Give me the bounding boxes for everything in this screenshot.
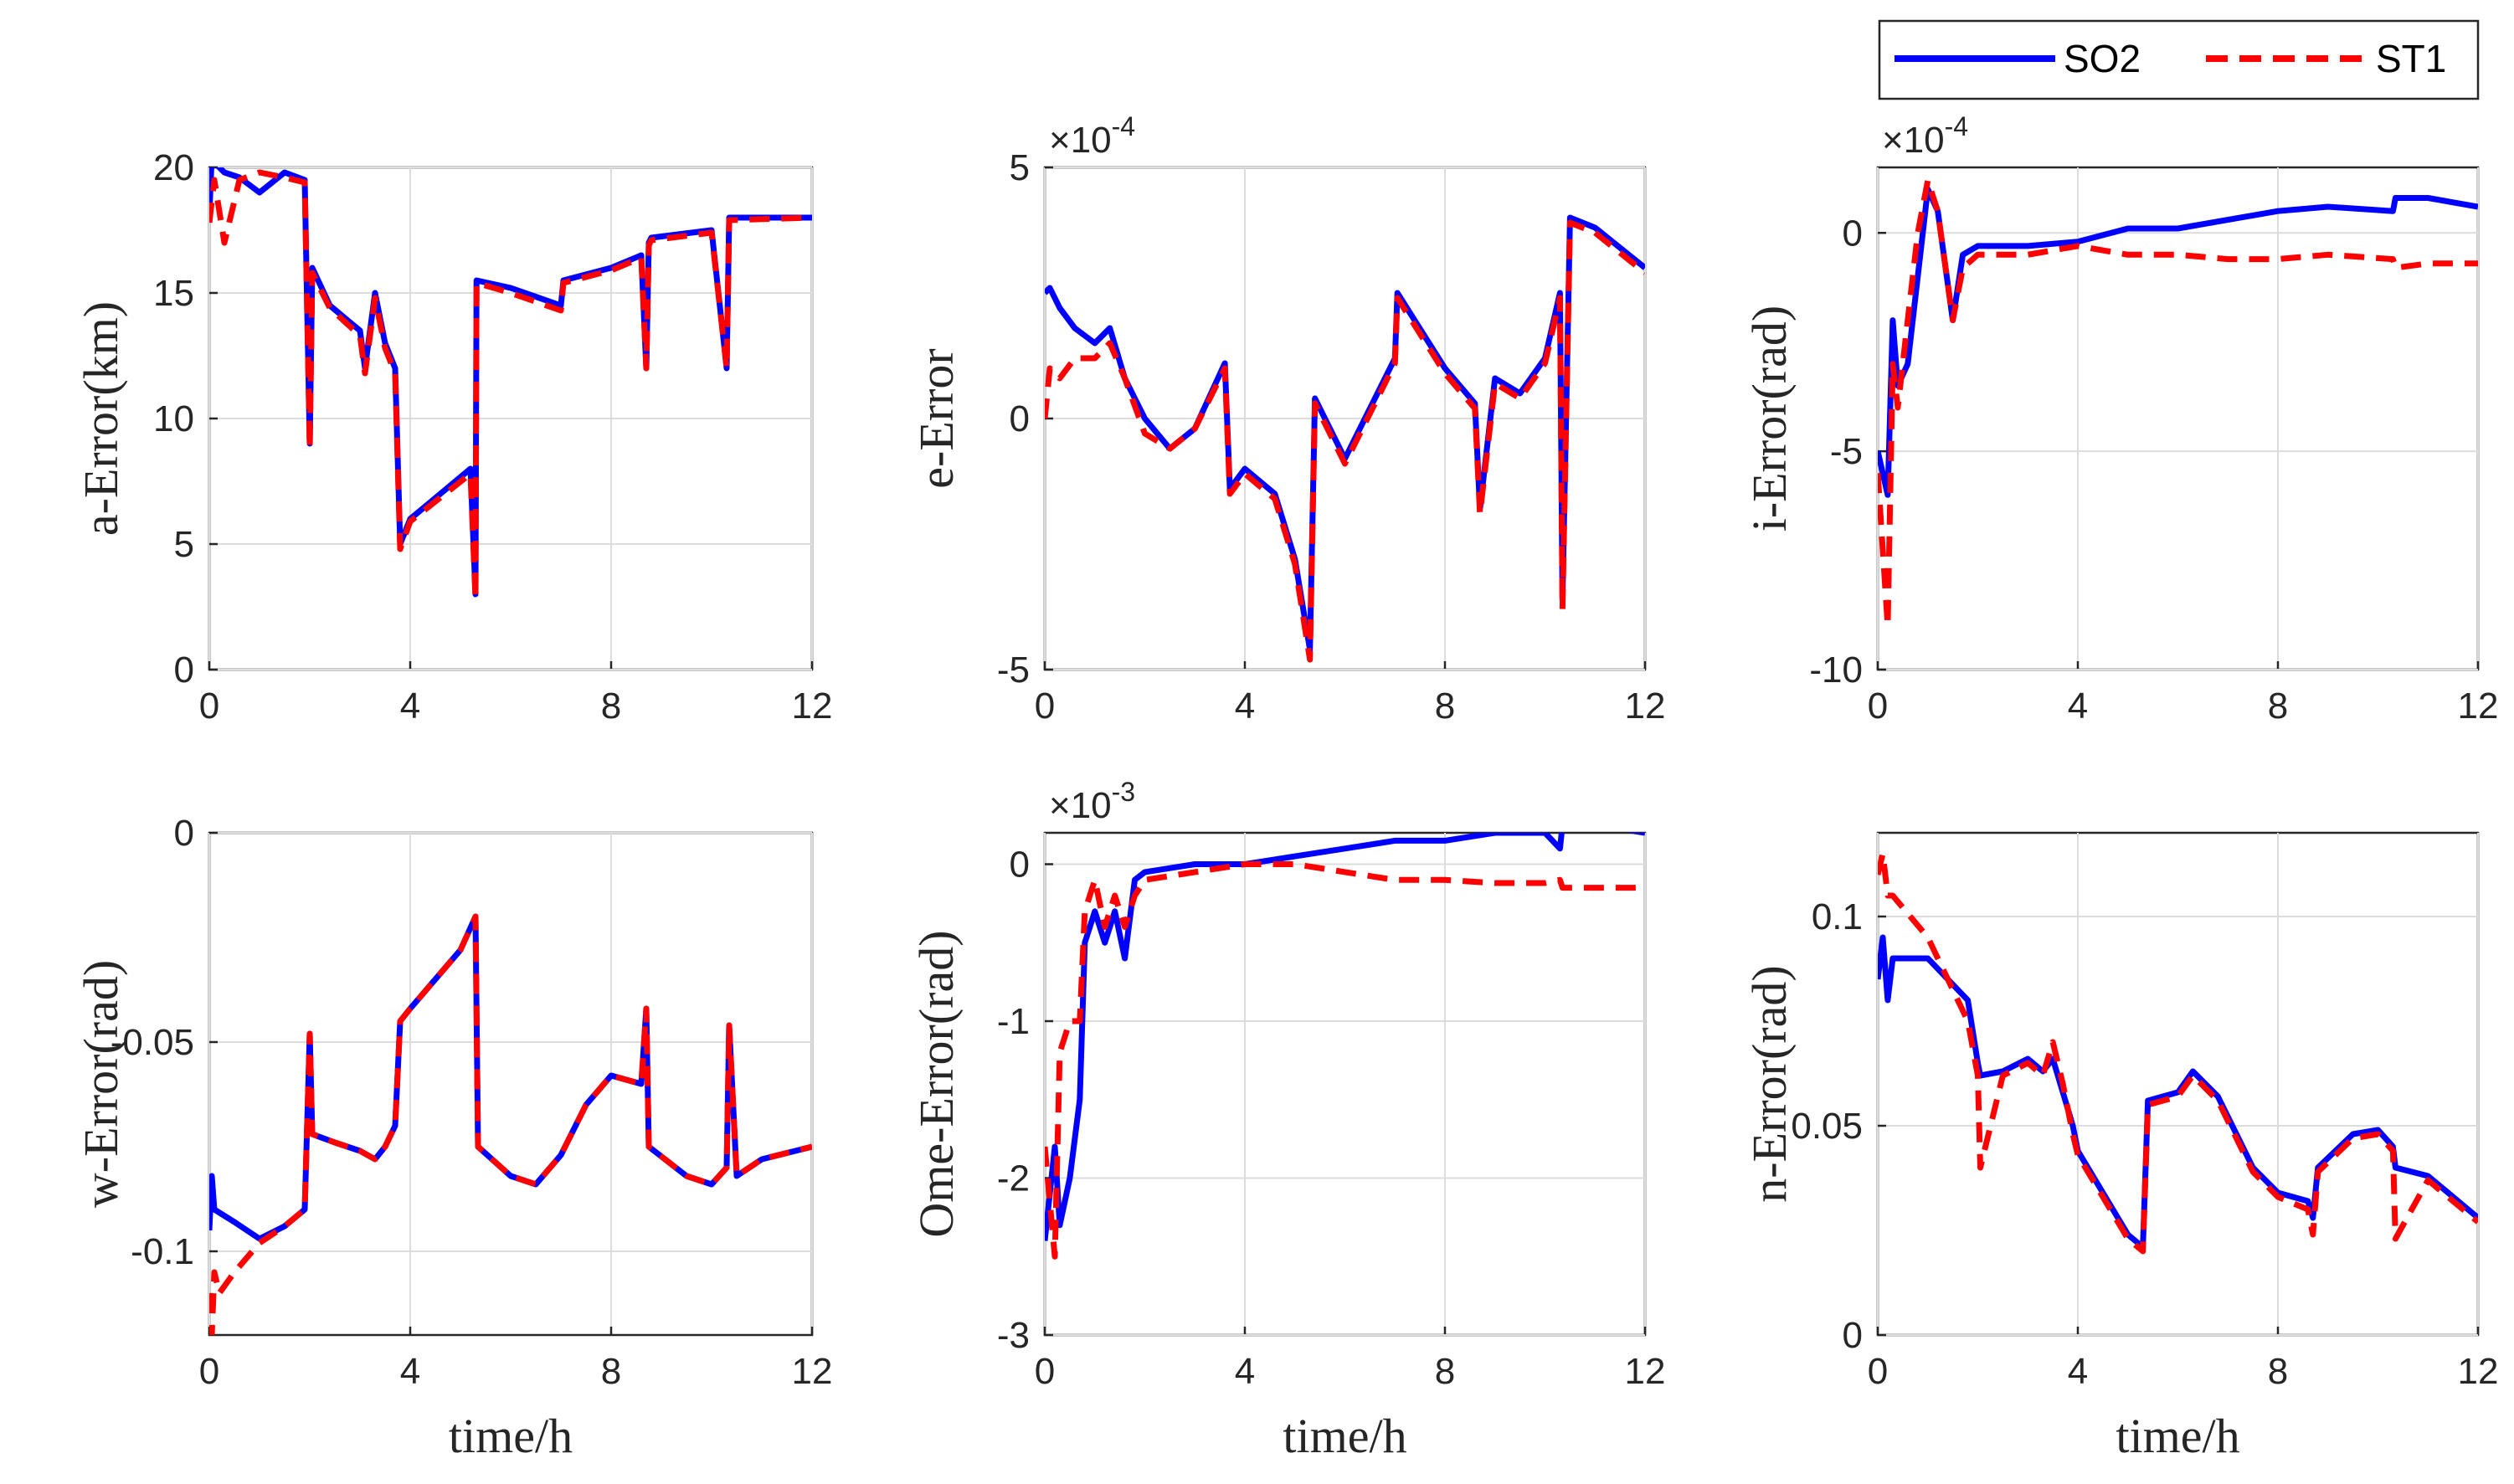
y-tick-label: -2 — [997, 1158, 1030, 1199]
chart-panel-5: 0 4 8 12 -3 -2 -1 0 ×10-3 Ome-Error(rad) time/h — [909, 777, 1665, 1463]
series-st1-line — [1045, 861, 1645, 1260]
plot-area — [1876, 831, 2480, 1337]
y-axis-label: Ome-Error(rad) — [909, 930, 964, 1237]
x-tick-label: 8 — [1435, 1351, 1455, 1392]
x-tick-label: 0 — [1868, 686, 1888, 727]
x-tick-label: 8 — [2268, 686, 2288, 727]
axis-exponent: ×10-4 — [1049, 111, 1135, 161]
x-tick-label: 12 — [1625, 686, 1666, 727]
axis-exponent: ×10-3 — [1049, 777, 1135, 826]
y-tick-label: 10 — [153, 398, 194, 439]
x-tick-label: 4 — [1235, 1351, 1255, 1392]
y-tick-label: 0 — [1843, 213, 1863, 254]
y-tick-label: -0.1 — [131, 1231, 194, 1272]
y-tick-label: -5 — [1830, 431, 1863, 472]
x-tick-label: 12 — [1625, 1351, 1666, 1392]
series-so2-line — [1878, 934, 2478, 1250]
x-axis-label: time/h — [449, 1409, 573, 1463]
x-tick-label: 0 — [1035, 686, 1055, 727]
x-tick-label: 12 — [2458, 1351, 2499, 1392]
chart-panel-2: 0 4 8 12-505×10-4e-Error — [909, 111, 1665, 727]
y-axis-label: w-Error(rad) — [74, 960, 128, 1208]
x-tick-label: 4 — [1235, 686, 1255, 727]
y-tick-label: -5 — [997, 650, 1030, 691]
y-tick-label: -10 — [1809, 650, 1863, 691]
x-tick-label: 12 — [792, 1351, 833, 1392]
x-tick-label: 12 — [2458, 686, 2499, 727]
y-tick-label: 20 — [153, 147, 194, 188]
chart-panel-1: 0 4 8 12 0 5 10 15 20 a-Error(km) — [74, 147, 832, 727]
series-st1-line — [1878, 850, 2478, 1255]
x-tick-label: 12 — [792, 686, 833, 727]
x-tick-label: 4 — [2068, 686, 2088, 727]
x-tick-label: 0 — [199, 686, 219, 727]
x-tick-label: 0 — [1868, 1351, 1888, 1392]
series-so2-line — [1045, 833, 1645, 1241]
x-axis-label: time/h — [1283, 1409, 1406, 1463]
chart-panel-6: 0 4 8 12 0 0.05 0.1 n-Error(rad) time/h — [1742, 831, 2499, 1463]
y-tick-label: 0 — [174, 650, 194, 691]
plot-area — [208, 831, 814, 1337]
x-tick-label: 4 — [400, 686, 420, 727]
y-tick-label: 5 — [1010, 147, 1030, 188]
series-st1-line — [1045, 219, 1645, 663]
legend-label-st1: ST1 — [2376, 37, 2446, 80]
y-axis-label: i-Error(rad) — [1742, 306, 1797, 532]
x-tick-label: 8 — [1435, 686, 1455, 727]
x-tick-label: 0 — [1035, 1351, 1055, 1392]
y-tick-label: -1 — [997, 1001, 1030, 1042]
y-tick-label: -0.05 — [111, 1022, 194, 1063]
y-tick-label: 0 — [174, 813, 194, 854]
axis-exponent: ×10-4 — [1882, 111, 1968, 161]
series-st1-line — [1878, 177, 2478, 629]
y-tick-label: 0.1 — [1812, 896, 1863, 937]
x-tick-label: 8 — [601, 686, 621, 727]
x-tick-label: 4 — [400, 1351, 420, 1392]
series-st1-line — [209, 913, 812, 1335]
x-axis-label: time/h — [2116, 1409, 2239, 1463]
x-tick-label: 0 — [199, 1351, 219, 1392]
legend: SO2 ST1 — [1878, 19, 2480, 100]
y-tick-label: 5 — [174, 524, 194, 565]
chart-panel-4: 0 4 8 12 -0.1 -0.05 0 w-Error(rad) time/h — [74, 813, 832, 1463]
y-tick-label: -3 — [997, 1315, 1030, 1356]
y-tick-label: 0 — [1843, 1315, 1863, 1356]
x-tick-label: 4 — [2068, 1351, 2088, 1392]
chart-panel-3: 0 4 8 12 -10 -5 0 ×10-4 i-Error(rad) — [1742, 111, 2498, 727]
x-tick-label: 8 — [601, 1351, 621, 1392]
y-tick-label: 0.05 — [1791, 1106, 1863, 1147]
x-tick-label: 8 — [2268, 1351, 2288, 1392]
y-tick-label: 0 — [1010, 398, 1030, 439]
y-tick-label: 0 — [1010, 845, 1030, 886]
y-axis-label: a-Error(km) — [74, 301, 128, 536]
y-axis-label: e-Error — [909, 348, 964, 488]
y-axis-label: n-Error(rad) — [1742, 965, 1797, 1202]
plot-area — [1876, 166, 2480, 671]
legend-label-so2: SO2 — [2064, 37, 2141, 80]
y-tick-label: 15 — [153, 273, 194, 314]
plot-area — [1043, 831, 1647, 1337]
